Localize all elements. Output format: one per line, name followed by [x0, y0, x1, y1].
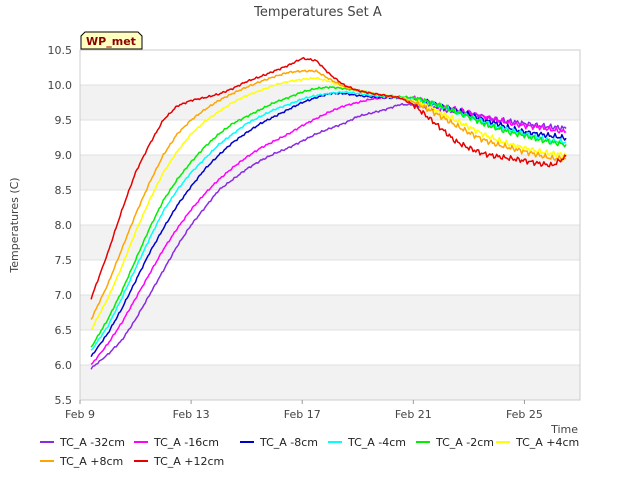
- band: [80, 225, 580, 260]
- y-tick-label: 8.0: [55, 219, 73, 232]
- series-line-tc-a-8cm: [90, 69, 567, 320]
- legend: TC_A -32cm TC_A -16cm TC_A -8cm TC_A -4cm TC…: [40, 436, 579, 468]
- legend-item: TC_A -4cm: [328, 436, 406, 449]
- series-line-tc-a-16cm: [90, 95, 567, 365]
- x-tick-label: Feb 17: [284, 408, 321, 421]
- x-tick-label: Feb 21: [395, 408, 432, 421]
- legend-item: TC_A -2cm: [416, 436, 494, 449]
- series-layer: [90, 56, 567, 370]
- legend-label: TC_A -4cm: [347, 436, 406, 449]
- y-tick-label: 6.5: [55, 324, 73, 337]
- plot-frame: [79, 49, 581, 401]
- legend-label: TC_A -32cm: [59, 436, 125, 449]
- legend-label: TC_A -2cm: [435, 436, 494, 449]
- series-line-tc-a-4cm: [90, 76, 567, 331]
- y-tick-label: 10.5: [48, 44, 73, 57]
- legend-item: TC_A +12cm: [134, 455, 224, 468]
- x-axis-ticks: Feb 9 Feb 13 Feb 17 Feb 21 Feb 25: [65, 400, 543, 421]
- y-tick-label: 9.0: [55, 149, 73, 162]
- legend-label: TC_A -16cm: [153, 436, 219, 449]
- legend-label: TC_A +4cm: [515, 436, 579, 449]
- band: [80, 85, 580, 120]
- legend-item: TC_A -32cm: [40, 436, 125, 449]
- y-tick-label: 5.5: [55, 394, 73, 407]
- legend-item: TC_A -16cm: [134, 436, 219, 449]
- badge-label: WP_met: [86, 35, 136, 48]
- legend-label: TC_A +12cm: [153, 455, 224, 468]
- band: [80, 295, 580, 330]
- series-line-tc-a-2cm: [90, 86, 567, 348]
- x-tick-label: Feb 9: [65, 408, 95, 421]
- series-line-tc-a-32cm: [90, 101, 567, 370]
- y-axis-label: Temperatures (C): [8, 177, 21, 273]
- y-axis-ticks: 5.5 6.0 6.5 7.0 7.5 8.0 8.5 9.0 9.5 10.0 10.5: [48, 44, 73, 407]
- x-tick-label: Feb 25: [506, 408, 543, 421]
- y-tick-label: 7.5: [55, 254, 73, 267]
- x-tick-label: Feb 13: [173, 408, 210, 421]
- y-tick-label: 7.0: [55, 289, 73, 302]
- y-tick-label: 9.5: [55, 114, 73, 127]
- x-axis-label: Time: [550, 423, 578, 436]
- y-tick-label: 6.0: [55, 359, 73, 372]
- series-line-tc-a-12cm: [90, 56, 567, 300]
- wp-met-badge: WP_met: [80, 31, 143, 50]
- band: [80, 365, 580, 400]
- legend-item: TC_A +4cm: [496, 436, 579, 449]
- y-tick-label: 8.5: [55, 184, 73, 197]
- badge-box: [80, 31, 143, 50]
- legend-label: TC_A +8cm: [59, 455, 123, 468]
- chart-title: Temperatures Set A: [253, 5, 382, 20]
- legend-item: TC_A -8cm: [240, 436, 318, 449]
- series-line-tc-a-4cm: [90, 90, 567, 351]
- legend-label: TC_A -8cm: [259, 436, 318, 449]
- legend-item: TC_A +8cm: [40, 455, 123, 468]
- y-tick-label: 10.0: [48, 79, 73, 92]
